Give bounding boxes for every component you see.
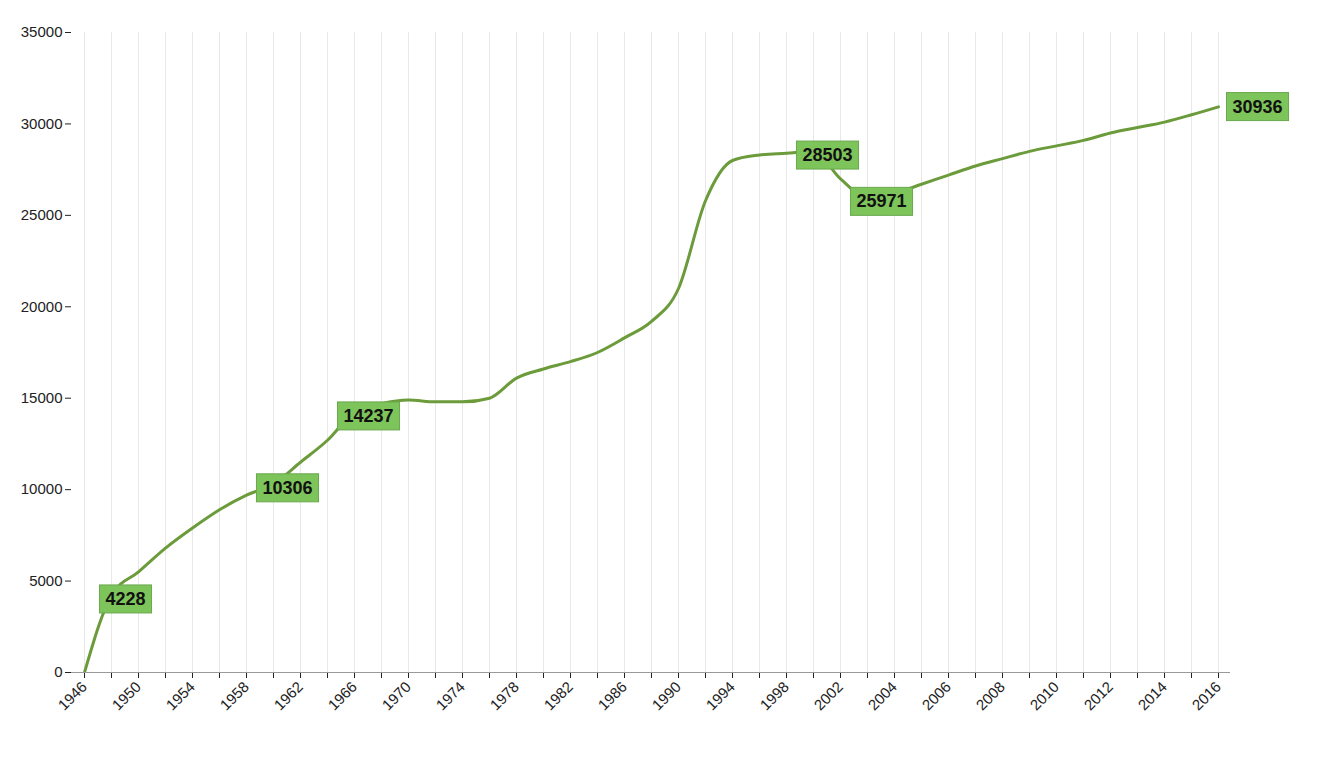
svg-text:1974: 1974: [432, 678, 468, 714]
svg-text:1958: 1958: [216, 678, 252, 714]
svg-text:14237: 14237: [343, 406, 393, 426]
svg-text:30000: 30000: [21, 115, 63, 132]
svg-text:1994: 1994: [702, 678, 738, 714]
svg-text:1978: 1978: [486, 678, 522, 714]
svg-text:25971: 25971: [856, 191, 906, 211]
svg-text:2008: 2008: [972, 678, 1008, 714]
svg-text:2010: 2010: [1026, 678, 1062, 714]
svg-text:2004: 2004: [864, 678, 900, 714]
svg-text:2016: 2016: [1188, 678, 1224, 714]
svg-text:2006: 2006: [918, 678, 954, 714]
svg-text:0: 0: [54, 663, 62, 680]
svg-text:4228: 4228: [105, 589, 145, 609]
svg-text:1946: 1946: [54, 678, 90, 714]
svg-text:2002: 2002: [810, 678, 846, 714]
svg-text:1986: 1986: [594, 678, 630, 714]
svg-text:30936: 30936: [1233, 97, 1283, 117]
svg-text:1950: 1950: [108, 678, 144, 714]
svg-text:1962: 1962: [270, 678, 306, 714]
svg-text:1990: 1990: [648, 678, 684, 714]
svg-text:1970: 1970: [378, 678, 414, 714]
svg-text:35000: 35000: [21, 23, 63, 40]
svg-text:25000: 25000: [21, 206, 63, 223]
svg-text:15000: 15000: [21, 389, 63, 406]
svg-text:1954: 1954: [162, 678, 198, 714]
svg-text:10000: 10000: [21, 480, 63, 497]
svg-text:5000: 5000: [29, 572, 62, 589]
svg-text:1966: 1966: [324, 678, 360, 714]
svg-text:28503: 28503: [802, 145, 852, 165]
svg-text:2012: 2012: [1080, 678, 1116, 714]
svg-text:10306: 10306: [262, 478, 312, 498]
svg-text:1982: 1982: [540, 678, 576, 714]
svg-text:1998: 1998: [756, 678, 792, 714]
svg-text:2014: 2014: [1134, 678, 1170, 714]
svg-text:20000: 20000: [21, 298, 63, 315]
